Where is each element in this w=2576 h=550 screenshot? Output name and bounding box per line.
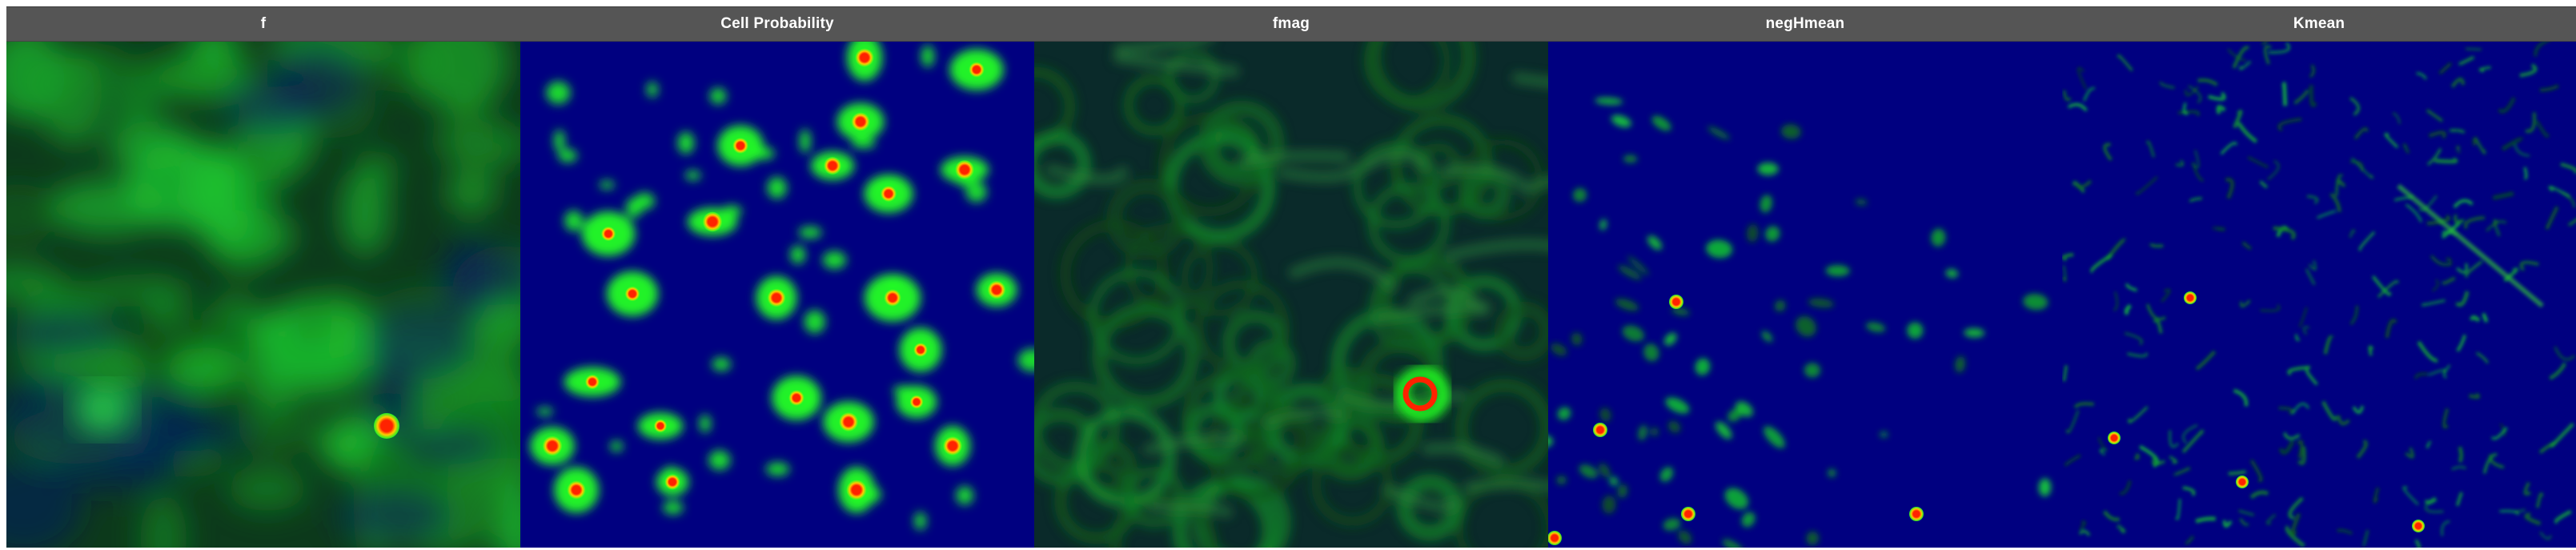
image-cell-probability-canvas (520, 42, 1034, 548)
panel-title: fmag (1272, 15, 1310, 32)
panel-f: f (6, 6, 520, 548)
panel-title: Cell Probability (720, 15, 834, 32)
image-neghmean-canvas (1548, 42, 2062, 548)
panel-neghmean: negHmean (1548, 6, 2062, 548)
panel-image-fmag (1034, 42, 1548, 548)
panel-image-cell-probability (520, 42, 1034, 548)
panel-title: negHmean (1765, 15, 1845, 32)
panel-title-bar: f (6, 6, 520, 42)
panel-row: f Cell Probability fmag negHmean (6, 6, 2576, 548)
panel-title: Kmean (2293, 15, 2345, 32)
image-kmean-canvas (2062, 42, 2576, 548)
panel-cell-probability: Cell Probability (520, 6, 1034, 548)
panel-title: f (260, 15, 267, 32)
panel-kmean: Kmean (2062, 6, 2576, 548)
image-f-canvas (6, 42, 520, 548)
panel-image-f (6, 42, 520, 548)
panel-fmag: fmag (1034, 6, 1548, 548)
panel-image-neghmean (1548, 42, 2062, 548)
panel-image-kmean (2062, 42, 2576, 548)
panel-title-bar: fmag (1034, 6, 1548, 42)
image-fmag-canvas (1034, 42, 1548, 548)
panel-title-bar: Cell Probability (520, 6, 1034, 42)
panel-title-bar: negHmean (1548, 6, 2062, 42)
panel-title-bar: Kmean (2062, 6, 2576, 42)
